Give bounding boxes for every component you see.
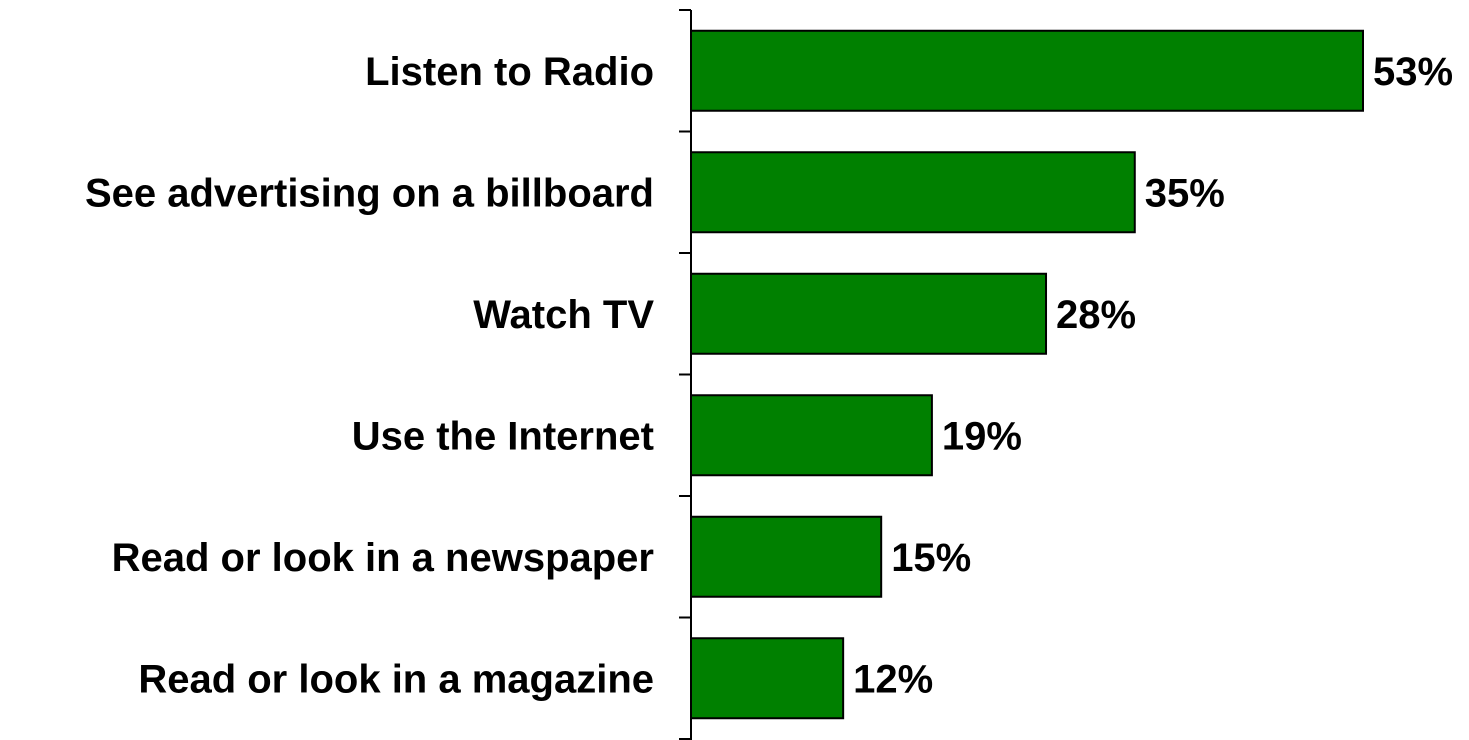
bar-read-or-look-in-a-newspaper	[690, 515, 883, 598]
category-label-see-advertising-on-a-billboard: See advertising on a billboard	[85, 171, 654, 215]
category-label-watch-tv: Watch TV	[473, 293, 654, 337]
value-label-read-or-look-in-a-magazine: 12%	[853, 657, 933, 701]
category-label-read-or-look-in-a-magazine: Read or look in a magazine	[138, 657, 654, 701]
value-label-see-advertising-on-a-billboard: 35%	[1145, 171, 1225, 215]
bar-listen-to-radio	[690, 29, 1364, 112]
value-label-read-or-look-in-a-newspaper: 15%	[891, 536, 971, 580]
category-label-listen-to-radio: Listen to Radio	[365, 50, 654, 94]
category-label-use-the-internet: Use the Internet	[352, 414, 654, 458]
bar-watch-tv	[690, 272, 1048, 355]
category-axis	[679, 9, 692, 740]
bars-layer	[690, 29, 1364, 720]
bar-read-or-look-in-a-magazine	[690, 637, 845, 720]
value-label-watch-tv: 28%	[1056, 293, 1136, 337]
bar-see-advertising-on-a-billboard	[690, 151, 1136, 234]
value-label-use-the-internet: 19%	[942, 414, 1022, 458]
bar-use-the-internet	[690, 394, 933, 477]
labels-layer: Listen to Radio 53% See advertising on a b…	[85, 50, 1453, 702]
category-label-read-or-look-in-a-newspaper: Read or look in a newspaper	[112, 536, 654, 580]
value-label-listen-to-radio: 53%	[1373, 50, 1453, 94]
